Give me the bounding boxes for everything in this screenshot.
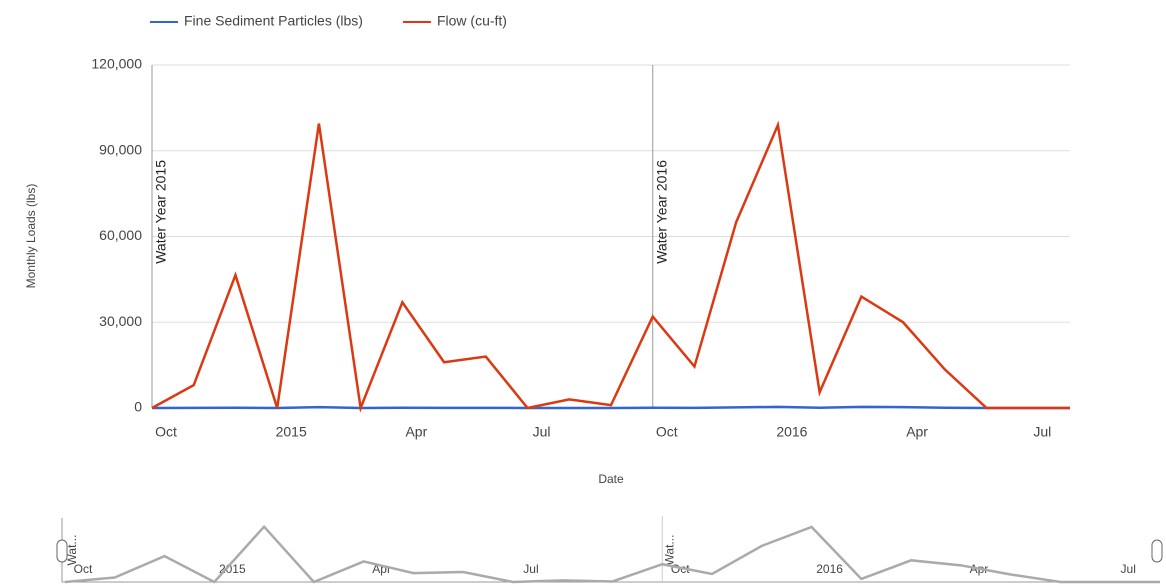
x-tick-label: Oct [656, 424, 678, 440]
y-tick-label: 0 [134, 399, 142, 415]
x-tick-label: Apr [906, 424, 928, 440]
y-axis-label: Monthly Loads (lbs) [24, 184, 38, 289]
x-tick-label: Apr [405, 424, 427, 440]
y-tick-label: 30,000 [99, 313, 142, 329]
range-handle-left[interactable] [56, 539, 68, 563]
annotation-label: Water Year 2015 [153, 160, 169, 264]
x-tick-label: Jul [1033, 424, 1051, 440]
navigator-annotation-label: Wat... [65, 535, 79, 566]
x-tick-label: 2016 [776, 424, 807, 440]
navigator-tick-label: Jul [523, 562, 538, 576]
range-handle-right[interactable] [1151, 539, 1163, 563]
navigator-tick-label: Oct [74, 562, 93, 576]
navigator-tick-label: Jul [1121, 562, 1136, 576]
y-tick-label: 60,000 [99, 227, 142, 243]
series-line [151, 120, 1070, 413]
navigator-line [64, 524, 1160, 584]
legend-label: Flow (cu-ft) [437, 13, 507, 29]
x-tick-label: Jul [533, 424, 551, 440]
y-tick-label: 120,000 [91, 56, 142, 72]
x-tick-label: Oct [155, 424, 177, 440]
y-tick-label: 90,000 [99, 141, 142, 157]
series-line [151, 405, 1070, 410]
annotation-label: Water Year 2016 [653, 160, 669, 264]
x-tick-label: 2015 [276, 424, 307, 440]
legend-label: Fine Sediment Particles (lbs) [184, 13, 363, 29]
x-axis-label: Date [598, 472, 624, 486]
navigator-tick-label: 2015 [219, 562, 246, 576]
navigator-tick-label: 2016 [816, 562, 843, 576]
navigator-annotation-label: Wat... [662, 535, 676, 566]
